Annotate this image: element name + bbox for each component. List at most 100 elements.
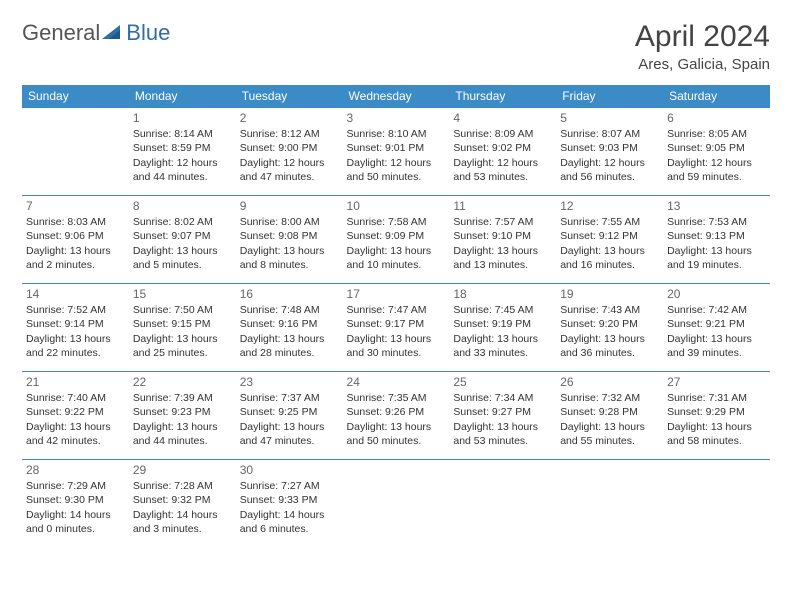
calendar-cell: 15Sunrise: 7:50 AMSunset: 9:15 PMDayligh… [129, 284, 236, 372]
sunset-line: Sunset: 9:28 PM [560, 405, 659, 419]
daylight-line: Daylight: 13 hours and 50 minutes. [347, 420, 446, 448]
brand-part2: Blue [126, 20, 170, 46]
sunrise-line: Sunrise: 7:43 AM [560, 303, 659, 317]
sunset-line: Sunset: 9:33 PM [240, 493, 339, 507]
day-number: 15 [133, 286, 232, 302]
day-number: 28 [26, 462, 125, 478]
daylight-line: Daylight: 13 hours and 58 minutes. [667, 420, 766, 448]
sunset-line: Sunset: 9:13 PM [667, 229, 766, 243]
sunset-line: Sunset: 9:27 PM [453, 405, 552, 419]
sunset-line: Sunset: 9:01 PM [347, 141, 446, 155]
day-header: Friday [556, 85, 663, 108]
sunrise-line: Sunrise: 7:32 AM [560, 391, 659, 405]
calendar-table: SundayMondayTuesdayWednesdayThursdayFrid… [22, 85, 770, 548]
brand-logo: General Blue [22, 20, 170, 46]
daylight-line: Daylight: 13 hours and 42 minutes. [26, 420, 125, 448]
calendar-cell: 24Sunrise: 7:35 AMSunset: 9:26 PMDayligh… [343, 372, 450, 460]
day-number: 7 [26, 198, 125, 214]
daylight-line: Daylight: 13 hours and 2 minutes. [26, 244, 125, 272]
daylight-line: Daylight: 13 hours and 8 minutes. [240, 244, 339, 272]
calendar-cell: 4Sunrise: 8:09 AMSunset: 9:02 PMDaylight… [449, 108, 556, 196]
calendar-cell: 3Sunrise: 8:10 AMSunset: 9:01 PMDaylight… [343, 108, 450, 196]
triangle-icon [102, 20, 124, 46]
daylight-line: Daylight: 12 hours and 53 minutes. [453, 156, 552, 184]
sunset-line: Sunset: 9:02 PM [453, 141, 552, 155]
calendar-week: 28Sunrise: 7:29 AMSunset: 9:30 PMDayligh… [22, 460, 770, 548]
sunset-line: Sunset: 9:22 PM [26, 405, 125, 419]
daylight-line: Daylight: 13 hours and 44 minutes. [133, 420, 232, 448]
sunset-line: Sunset: 9:03 PM [560, 141, 659, 155]
daylight-line: Daylight: 13 hours and 53 minutes. [453, 420, 552, 448]
sunrise-line: Sunrise: 7:47 AM [347, 303, 446, 317]
sunrise-line: Sunrise: 7:39 AM [133, 391, 232, 405]
calendar-cell: 12Sunrise: 7:55 AMSunset: 9:12 PMDayligh… [556, 196, 663, 284]
sunset-line: Sunset: 9:17 PM [347, 317, 446, 331]
daylight-line: Daylight: 12 hours and 44 minutes. [133, 156, 232, 184]
calendar-body: 1Sunrise: 8:14 AMSunset: 8:59 PMDaylight… [22, 108, 770, 548]
sunset-line: Sunset: 9:08 PM [240, 229, 339, 243]
sunset-line: Sunset: 9:14 PM [26, 317, 125, 331]
calendar-cell: 8Sunrise: 8:02 AMSunset: 9:07 PMDaylight… [129, 196, 236, 284]
sunset-line: Sunset: 9:16 PM [240, 317, 339, 331]
daylight-line: Daylight: 13 hours and 19 minutes. [667, 244, 766, 272]
sunrise-line: Sunrise: 7:55 AM [560, 215, 659, 229]
day-number: 13 [667, 198, 766, 214]
day-number: 12 [560, 198, 659, 214]
daylight-line: Daylight: 13 hours and 30 minutes. [347, 332, 446, 360]
calendar-cell: 20Sunrise: 7:42 AMSunset: 9:21 PMDayligh… [663, 284, 770, 372]
calendar-cell: 10Sunrise: 7:58 AMSunset: 9:09 PMDayligh… [343, 196, 450, 284]
daylight-line: Daylight: 13 hours and 39 minutes. [667, 332, 766, 360]
calendar-cell: 28Sunrise: 7:29 AMSunset: 9:30 PMDayligh… [22, 460, 129, 548]
calendar-cell: 22Sunrise: 7:39 AMSunset: 9:23 PMDayligh… [129, 372, 236, 460]
sunset-line: Sunset: 9:05 PM [667, 141, 766, 155]
day-number: 26 [560, 374, 659, 390]
calendar-cell: 1Sunrise: 8:14 AMSunset: 8:59 PMDaylight… [129, 108, 236, 196]
sunset-line: Sunset: 9:07 PM [133, 229, 232, 243]
location-label: Ares, Galicia, Spain [635, 56, 770, 73]
calendar-cell: 23Sunrise: 7:37 AMSunset: 9:25 PMDayligh… [236, 372, 343, 460]
calendar-week: 1Sunrise: 8:14 AMSunset: 8:59 PMDaylight… [22, 108, 770, 196]
sunset-line: Sunset: 9:06 PM [26, 229, 125, 243]
day-header: Monday [129, 85, 236, 108]
sunrise-line: Sunrise: 8:10 AM [347, 127, 446, 141]
calendar-week: 21Sunrise: 7:40 AMSunset: 9:22 PMDayligh… [22, 372, 770, 460]
day-number: 24 [347, 374, 446, 390]
day-number: 11 [453, 198, 552, 214]
calendar-cell: 29Sunrise: 7:28 AMSunset: 9:32 PMDayligh… [129, 460, 236, 548]
sunset-line: Sunset: 9:12 PM [560, 229, 659, 243]
sunrise-line: Sunrise: 7:53 AM [667, 215, 766, 229]
daylight-line: Daylight: 13 hours and 22 minutes. [26, 332, 125, 360]
calendar-cell: 21Sunrise: 7:40 AMSunset: 9:22 PMDayligh… [22, 372, 129, 460]
sunrise-line: Sunrise: 7:37 AM [240, 391, 339, 405]
calendar-cell: 17Sunrise: 7:47 AMSunset: 9:17 PMDayligh… [343, 284, 450, 372]
daylight-line: Daylight: 12 hours and 56 minutes. [560, 156, 659, 184]
calendar-cell: 25Sunrise: 7:34 AMSunset: 9:27 PMDayligh… [449, 372, 556, 460]
calendar-cell: 7Sunrise: 8:03 AMSunset: 9:06 PMDaylight… [22, 196, 129, 284]
calendar-cell: 26Sunrise: 7:32 AMSunset: 9:28 PMDayligh… [556, 372, 663, 460]
daylight-line: Daylight: 14 hours and 3 minutes. [133, 508, 232, 536]
sunset-line: Sunset: 9:21 PM [667, 317, 766, 331]
day-header: Sunday [22, 85, 129, 108]
calendar-cell: 30Sunrise: 7:27 AMSunset: 9:33 PMDayligh… [236, 460, 343, 548]
daylight-line: Daylight: 13 hours and 10 minutes. [347, 244, 446, 272]
sunset-line: Sunset: 9:26 PM [347, 405, 446, 419]
day-number: 9 [240, 198, 339, 214]
sunrise-line: Sunrise: 7:31 AM [667, 391, 766, 405]
daylight-line: Daylight: 14 hours and 6 minutes. [240, 508, 339, 536]
day-number: 25 [453, 374, 552, 390]
day-number: 21 [26, 374, 125, 390]
daylight-line: Daylight: 12 hours and 47 minutes. [240, 156, 339, 184]
sunset-line: Sunset: 9:15 PM [133, 317, 232, 331]
sunrise-line: Sunrise: 7:35 AM [347, 391, 446, 405]
day-number: 8 [133, 198, 232, 214]
sunrise-line: Sunrise: 8:09 AM [453, 127, 552, 141]
sunset-line: Sunset: 9:29 PM [667, 405, 766, 419]
day-number: 19 [560, 286, 659, 302]
calendar-cell [22, 108, 129, 196]
sunset-line: Sunset: 9:19 PM [453, 317, 552, 331]
calendar-cell [556, 460, 663, 548]
sunrise-line: Sunrise: 8:14 AM [133, 127, 232, 141]
day-number: 23 [240, 374, 339, 390]
sunrise-line: Sunrise: 7:45 AM [453, 303, 552, 317]
sunrise-line: Sunrise: 8:07 AM [560, 127, 659, 141]
